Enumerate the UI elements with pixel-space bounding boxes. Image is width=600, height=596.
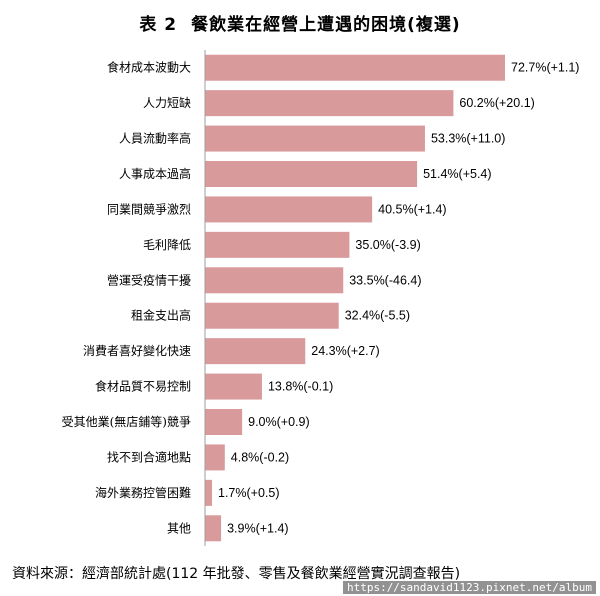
chart-title-text: 餐飲業在經營上遭遇的困境(複選) (191, 15, 461, 35)
bar (205, 196, 373, 223)
data-label: 24.3%(+2.7) (311, 344, 379, 358)
data-label: 53.3%(+11.0) (431, 132, 505, 146)
data-label: 33.5%(-46.4) (349, 273, 421, 287)
category-label: 食材品質不易控制 (95, 379, 191, 394)
bar (205, 267, 344, 294)
data-label: 72.7%(+1.1) (511, 61, 579, 75)
bar (205, 444, 225, 471)
bar (205, 90, 454, 117)
category-label: 營運受疫情干擾 (107, 272, 191, 287)
bar (205, 515, 222, 542)
bar (205, 409, 243, 435)
data-label: 13.8%(-0.1) (268, 380, 333, 394)
category-label: 找不到合適地點 (107, 449, 191, 464)
data-label: 60.2%(+20.1) (459, 96, 534, 110)
data-label: 40.5%(+1.4) (378, 202, 446, 216)
bar (205, 479, 213, 506)
data-label: 51.4%(+5.4) (423, 167, 491, 181)
bar (205, 231, 350, 258)
category-label: 人事成本過高 (119, 166, 191, 181)
watermark: https://sandavid1123.pixnet.net/album (342, 581, 596, 594)
bar (205, 302, 339, 329)
chart-title: 表 2 餐飲業在經營上遭遇的困境(複選) (0, 10, 600, 35)
chart-title-number: 表 2 (139, 15, 178, 35)
category-label: 租金支出高 (131, 308, 191, 323)
category-label: 人員流動率高 (119, 131, 191, 146)
data-label: 9.0%(+0.9) (248, 415, 309, 429)
category-label: 受其他業(無店鋪等)競爭 (62, 414, 191, 429)
bar (205, 161, 418, 187)
bar (205, 125, 425, 152)
category-label: 毛利降低 (143, 238, 191, 252)
bar (205, 338, 306, 365)
data-label: 4.8%(-0.2) (231, 450, 289, 464)
category-label: 海外業務控管困難 (95, 485, 191, 500)
data-label: 3.9%(+1.4) (227, 521, 289, 535)
bar (205, 373, 262, 400)
source-note: 資料來源：經濟部統計處(112 年批發、零售及餐飲業經營實況調查報告) (12, 566, 461, 582)
data-label: 35.0%(-3.9) (355, 238, 420, 252)
category-label: 食材成本波動大 (107, 60, 191, 75)
category-label: 同業間競爭激烈 (107, 201, 191, 216)
category-label: 消費者喜好變化快速 (83, 343, 191, 358)
category-label: 其他 (167, 521, 191, 535)
data-label: 32.4%(-5.5) (345, 309, 410, 323)
category-label: 人力短缺 (143, 95, 191, 110)
data-label: 1.7%(+0.5) (218, 486, 280, 500)
bar (205, 54, 505, 81)
